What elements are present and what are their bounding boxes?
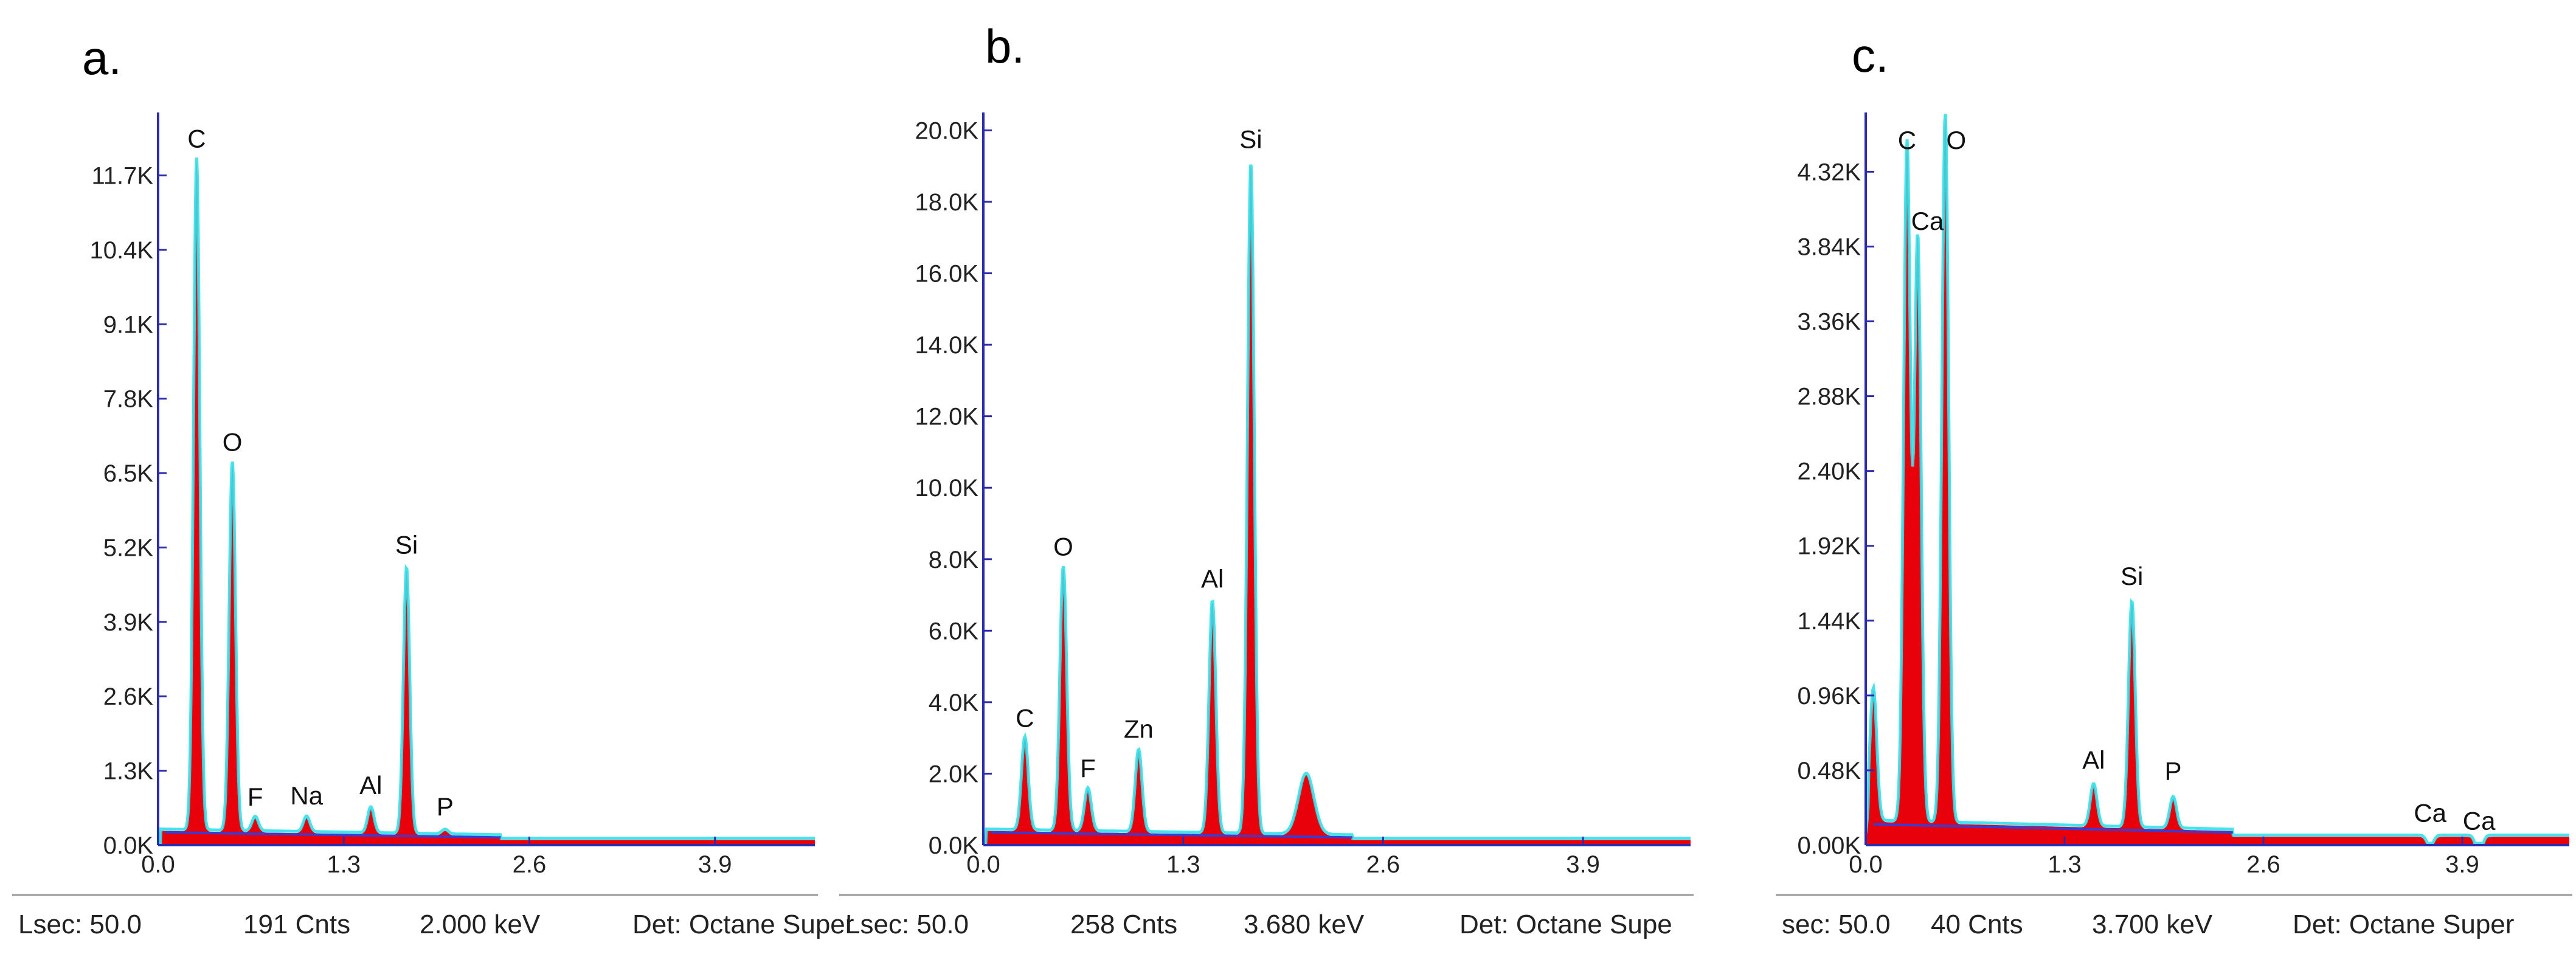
y-tick-label: 2.88K <box>1797 384 1861 410</box>
status-field: 3.700 keV <box>2092 910 2213 939</box>
peak-label: Na <box>290 781 323 810</box>
peak-label: Si <box>2121 562 2143 590</box>
peak-label: C <box>1016 704 1034 733</box>
spectrum-fill <box>983 166 1691 845</box>
status-field: Det: Octane Supe <box>1459 910 1672 939</box>
status-field: Det: Octane Super <box>632 910 854 939</box>
x-tick-label: 2.6 <box>1366 851 1401 878</box>
background-fit-line <box>1873 823 2233 834</box>
status-field: 258 Cnts <box>1070 910 1177 939</box>
status-field: 191 Cnts <box>243 910 350 939</box>
y-tick-label: 12.0K <box>915 404 978 430</box>
x-tick-label: 3.9 <box>1566 851 1600 878</box>
status-field: Lsec: 50.0 <box>18 910 142 939</box>
x-tick-label: 0.0 <box>141 851 175 878</box>
y-tick-label: 8.0K <box>929 547 979 573</box>
peak-label: Zn <box>1124 714 1154 743</box>
y-tick-label: 10.4K <box>89 237 153 264</box>
peak-label: P <box>2165 756 2182 785</box>
peak-label: Ca <box>2463 806 2496 835</box>
y-tick-label: 1.92K <box>1797 533 1861 560</box>
peak-label: F <box>1080 754 1096 783</box>
y-tick-label: 3.36K <box>1797 309 1861 336</box>
y-tick-label: 18.0K <box>915 189 978 216</box>
x-tick-label: 1.3 <box>1166 851 1200 878</box>
y-tick-label: 0.00K <box>1797 832 1861 859</box>
spectrum-panel-1: a. 0.0K 1.3K 2.6K 3.9K 5.2K 6.5K 7.8K 9.1K 10.4K 1… <box>12 31 854 939</box>
spectrum-panel-3: c. 0.00K 0.48K 0.96K 1.44K 1.92K 2.40K 2.88K 3.3… <box>1776 29 2572 939</box>
y-tick-label: 6.0K <box>929 618 979 644</box>
x-tick-label: 3.9 <box>2445 851 2479 878</box>
status-field: Det: Octane Super <box>2293 910 2514 939</box>
spectrum-fill <box>158 159 815 845</box>
status-field: Lsec: 50.0 <box>845 910 969 939</box>
y-tick-label: 11.7K <box>91 163 153 190</box>
y-tick-label: 6.5K <box>103 460 154 487</box>
y-tick-label: 3.84K <box>1797 233 1861 260</box>
background-fit-line <box>991 831 1352 839</box>
x-tick-label: 1.3 <box>2048 851 2082 878</box>
status-field: 2.000 keV <box>420 910 541 939</box>
background-fit-line <box>165 831 501 839</box>
status-field: 40 Cnts <box>1931 910 2023 939</box>
panel-label: c. <box>1852 29 1889 82</box>
y-tick-label: 1.44K <box>1797 608 1861 635</box>
peak-label: Ca <box>1911 207 1944 235</box>
peak-label: Si <box>1239 125 1262 153</box>
peak-label: Al <box>359 771 382 800</box>
x-tick-label: 1.3 <box>327 851 361 878</box>
y-tick-label: 1.3K <box>103 758 154 785</box>
peak-label: O <box>1946 126 1966 154</box>
y-tick-label: 14.0K <box>915 332 978 359</box>
spectrum-fill <box>1866 116 2569 845</box>
peak-label: O <box>223 427 243 456</box>
y-tick-label: 0.0K <box>103 832 154 859</box>
spectrum-outline <box>983 164 1691 845</box>
y-tick-label: 10.0K <box>915 475 978 502</box>
peak-label: Al <box>1201 564 1224 593</box>
status-field: sec: 50.0 <box>1782 910 1891 939</box>
y-tick-label: 4.0K <box>929 689 979 716</box>
x-tick-label: 2.6 <box>513 851 547 878</box>
peak-label: P <box>437 792 454 821</box>
x-tick-label: 0.0 <box>1849 851 1883 878</box>
panel-label: a. <box>82 31 122 85</box>
peak-label: C <box>187 124 206 153</box>
y-tick-label: 20.0K <box>915 117 978 144</box>
y-tick-label: 2.0K <box>929 761 979 787</box>
x-tick-label: 2.6 <box>2246 851 2280 878</box>
y-tick-label: 0.96K <box>1797 683 1861 710</box>
spectrum-outline <box>1864 114 2569 845</box>
y-tick-label: 4.32K <box>1797 159 1861 185</box>
peak-label: C <box>1898 126 1916 154</box>
peak-label: Ca <box>2414 798 2446 827</box>
y-tick-label: 0.48K <box>1797 758 1861 784</box>
peak-label: O <box>1053 533 1073 561</box>
spectrum-outline <box>158 157 815 845</box>
y-tick-label: 3.9K <box>103 609 154 636</box>
y-tick-label: 2.6K <box>103 683 154 710</box>
spectrum-panel-2: b. 0.0K 2.0K 4.0K 6.0K 8.0K 10.0K 12.0K 14.0K 16.… <box>839 19 1694 939</box>
y-tick-label: 16.0K <box>915 261 978 288</box>
y-tick-label: 7.8K <box>103 386 154 413</box>
peak-label: Al <box>2082 745 2105 774</box>
status-field: 3.680 keV <box>1244 910 1365 939</box>
y-tick-label: 0.0K <box>929 832 979 859</box>
y-tick-label: 9.1K <box>103 311 154 338</box>
peak-label: Si <box>395 531 418 559</box>
y-tick-label: 2.40K <box>1797 458 1861 485</box>
x-tick-label: 0.0 <box>966 851 1000 878</box>
panel-label: b. <box>985 19 1025 73</box>
y-tick-label: 5.2K <box>103 534 154 561</box>
peak-label: F <box>248 783 263 811</box>
x-tick-label: 3.9 <box>698 851 732 878</box>
